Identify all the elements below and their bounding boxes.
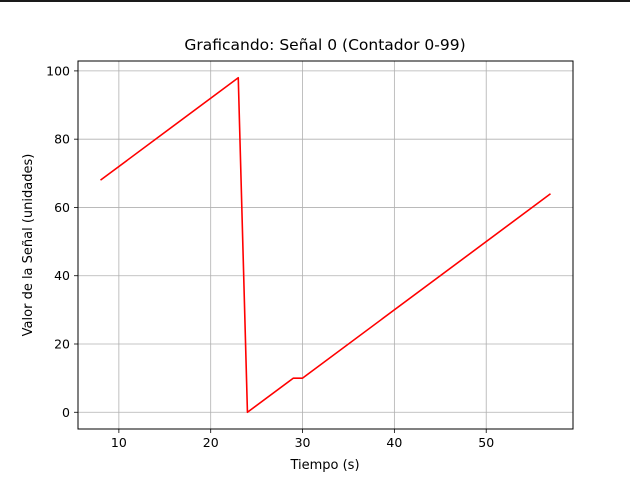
window-top-border: [0, 0, 630, 2]
grid-lines: [78, 61, 573, 429]
x-axis-label: Tiempo (s): [289, 458, 359, 473]
x-tick-label: 30: [295, 435, 311, 450]
x-axis-ticks: 10 20 30 40 50: [111, 429, 494, 450]
y-tick-label: 60: [54, 200, 70, 215]
y-axis-ticks: 0 20 40 60 80 100: [46, 63, 78, 420]
y-tick-label: 0: [62, 405, 70, 420]
x-tick-label: 50: [478, 435, 494, 450]
y-tick-label: 80: [54, 132, 70, 147]
x-tick-label: 10: [111, 435, 127, 450]
y-axis-label: Valor de la Señal (unidades): [21, 154, 36, 337]
series-lines: [100, 76, 551, 414]
x-tick-label: 40: [386, 435, 402, 450]
y-tick-label: 20: [54, 336, 70, 351]
y-tick-label: 40: [54, 268, 70, 283]
y-tick-label: 100: [46, 63, 70, 78]
series-line: [100, 76, 551, 414]
chart-title: Graficando: Señal 0 (Contador 0-99): [184, 36, 465, 54]
x-tick-label: 20: [203, 435, 219, 450]
plot-area-frame: [77, 60, 574, 430]
